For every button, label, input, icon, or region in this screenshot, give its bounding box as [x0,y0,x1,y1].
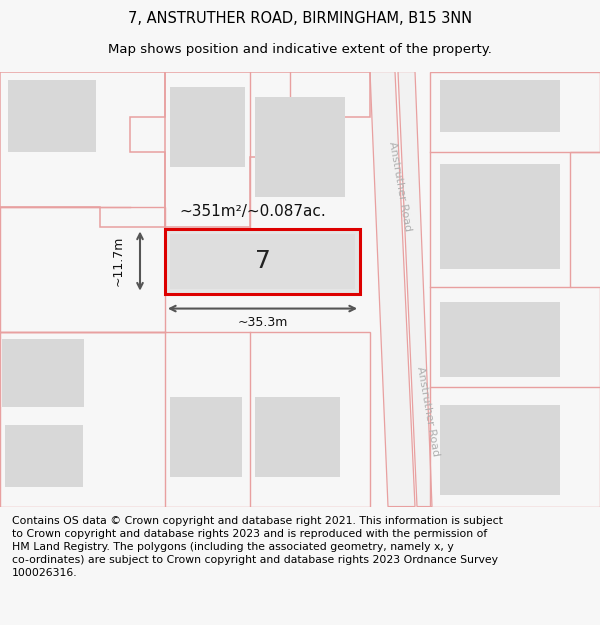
Bar [170,234,355,289]
Bar [440,164,560,269]
Text: 7, ANSTRUTHER ROAD, BIRMINGHAM, B15 3NN: 7, ANSTRUTHER ROAD, BIRMINGHAM, B15 3NN [128,11,472,26]
Text: ~351m²/~0.087ac.: ~351m²/~0.087ac. [179,204,326,219]
Bar [170,397,242,476]
Bar [5,424,83,486]
Bar [165,229,360,294]
Text: Contains OS data © Crown copyright and database right 2021. This information is : Contains OS data © Crown copyright and d… [12,516,503,578]
Text: Map shows position and indicative extent of the property.: Map shows position and indicative extent… [108,44,492,56]
Bar [165,229,360,294]
Bar [2,339,84,406]
Text: 7: 7 [254,249,271,273]
Polygon shape [370,71,415,506]
Polygon shape [398,71,432,506]
Bar [255,397,340,476]
Text: Anstruther Road: Anstruther Road [415,366,441,458]
Bar [440,404,560,494]
Bar [8,79,96,151]
Bar [255,96,345,196]
Bar [170,86,245,166]
Text: ~11.7m: ~11.7m [112,236,125,286]
Bar [440,301,560,376]
Text: ~35.3m: ~35.3m [238,316,287,329]
Text: Anstruther Road: Anstruther Road [387,141,413,232]
Bar [440,79,560,131]
